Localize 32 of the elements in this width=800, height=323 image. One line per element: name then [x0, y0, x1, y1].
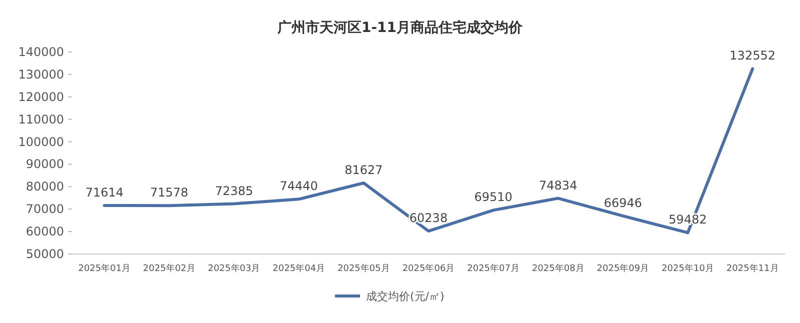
y-tick-label: 140000	[18, 45, 64, 59]
x-tick-label: 2025年01月	[78, 263, 131, 274]
x-tick-label: 2025年07月	[467, 263, 520, 274]
y-tick-label: 110000	[18, 112, 64, 126]
data-label: 132552	[730, 48, 776, 63]
y-tick-label: 120000	[18, 90, 64, 104]
data-label: 74440	[280, 179, 318, 194]
x-tick-label: 2025年06月	[402, 263, 455, 274]
y-tick-label: 80000	[26, 180, 64, 194]
data-label: 72385	[214, 184, 254, 198]
x-tick-label: 2025年09月	[596, 263, 650, 274]
x-tick-label: 2025年03月	[208, 263, 260, 274]
x-tick-label: 2025年04月	[272, 263, 326, 274]
x-tick-label: 2025年10月	[662, 263, 714, 274]
legend-label: 成交均价(元/㎡)	[366, 290, 444, 303]
x-tick-label: 2025年11月	[726, 263, 779, 274]
data-label: 71578	[150, 186, 188, 200]
chart-title: 广州市天河区1-11月商品住宅成交均价	[276, 19, 524, 36]
x-tick-label: 2025年05月	[338, 263, 390, 274]
y-tick-label: 90000	[26, 157, 64, 172]
data-label: 69510	[474, 190, 512, 204]
y-tick-label: 70000	[26, 202, 64, 216]
x-tick-label: 2025年08月	[532, 263, 584, 274]
y-tick-label: 130000	[18, 67, 64, 82]
y-tick-label: 100000	[18, 134, 64, 149]
y-tick-label: 60000	[26, 224, 64, 239]
data-label: 81627	[344, 163, 383, 178]
data-label: 74834	[539, 178, 578, 192]
x-tick-label: 2025年02月	[143, 263, 196, 274]
data-label: 71614	[85, 185, 124, 200]
y-tick-label: 50000	[26, 247, 64, 261]
data-label: 66946	[604, 196, 642, 210]
